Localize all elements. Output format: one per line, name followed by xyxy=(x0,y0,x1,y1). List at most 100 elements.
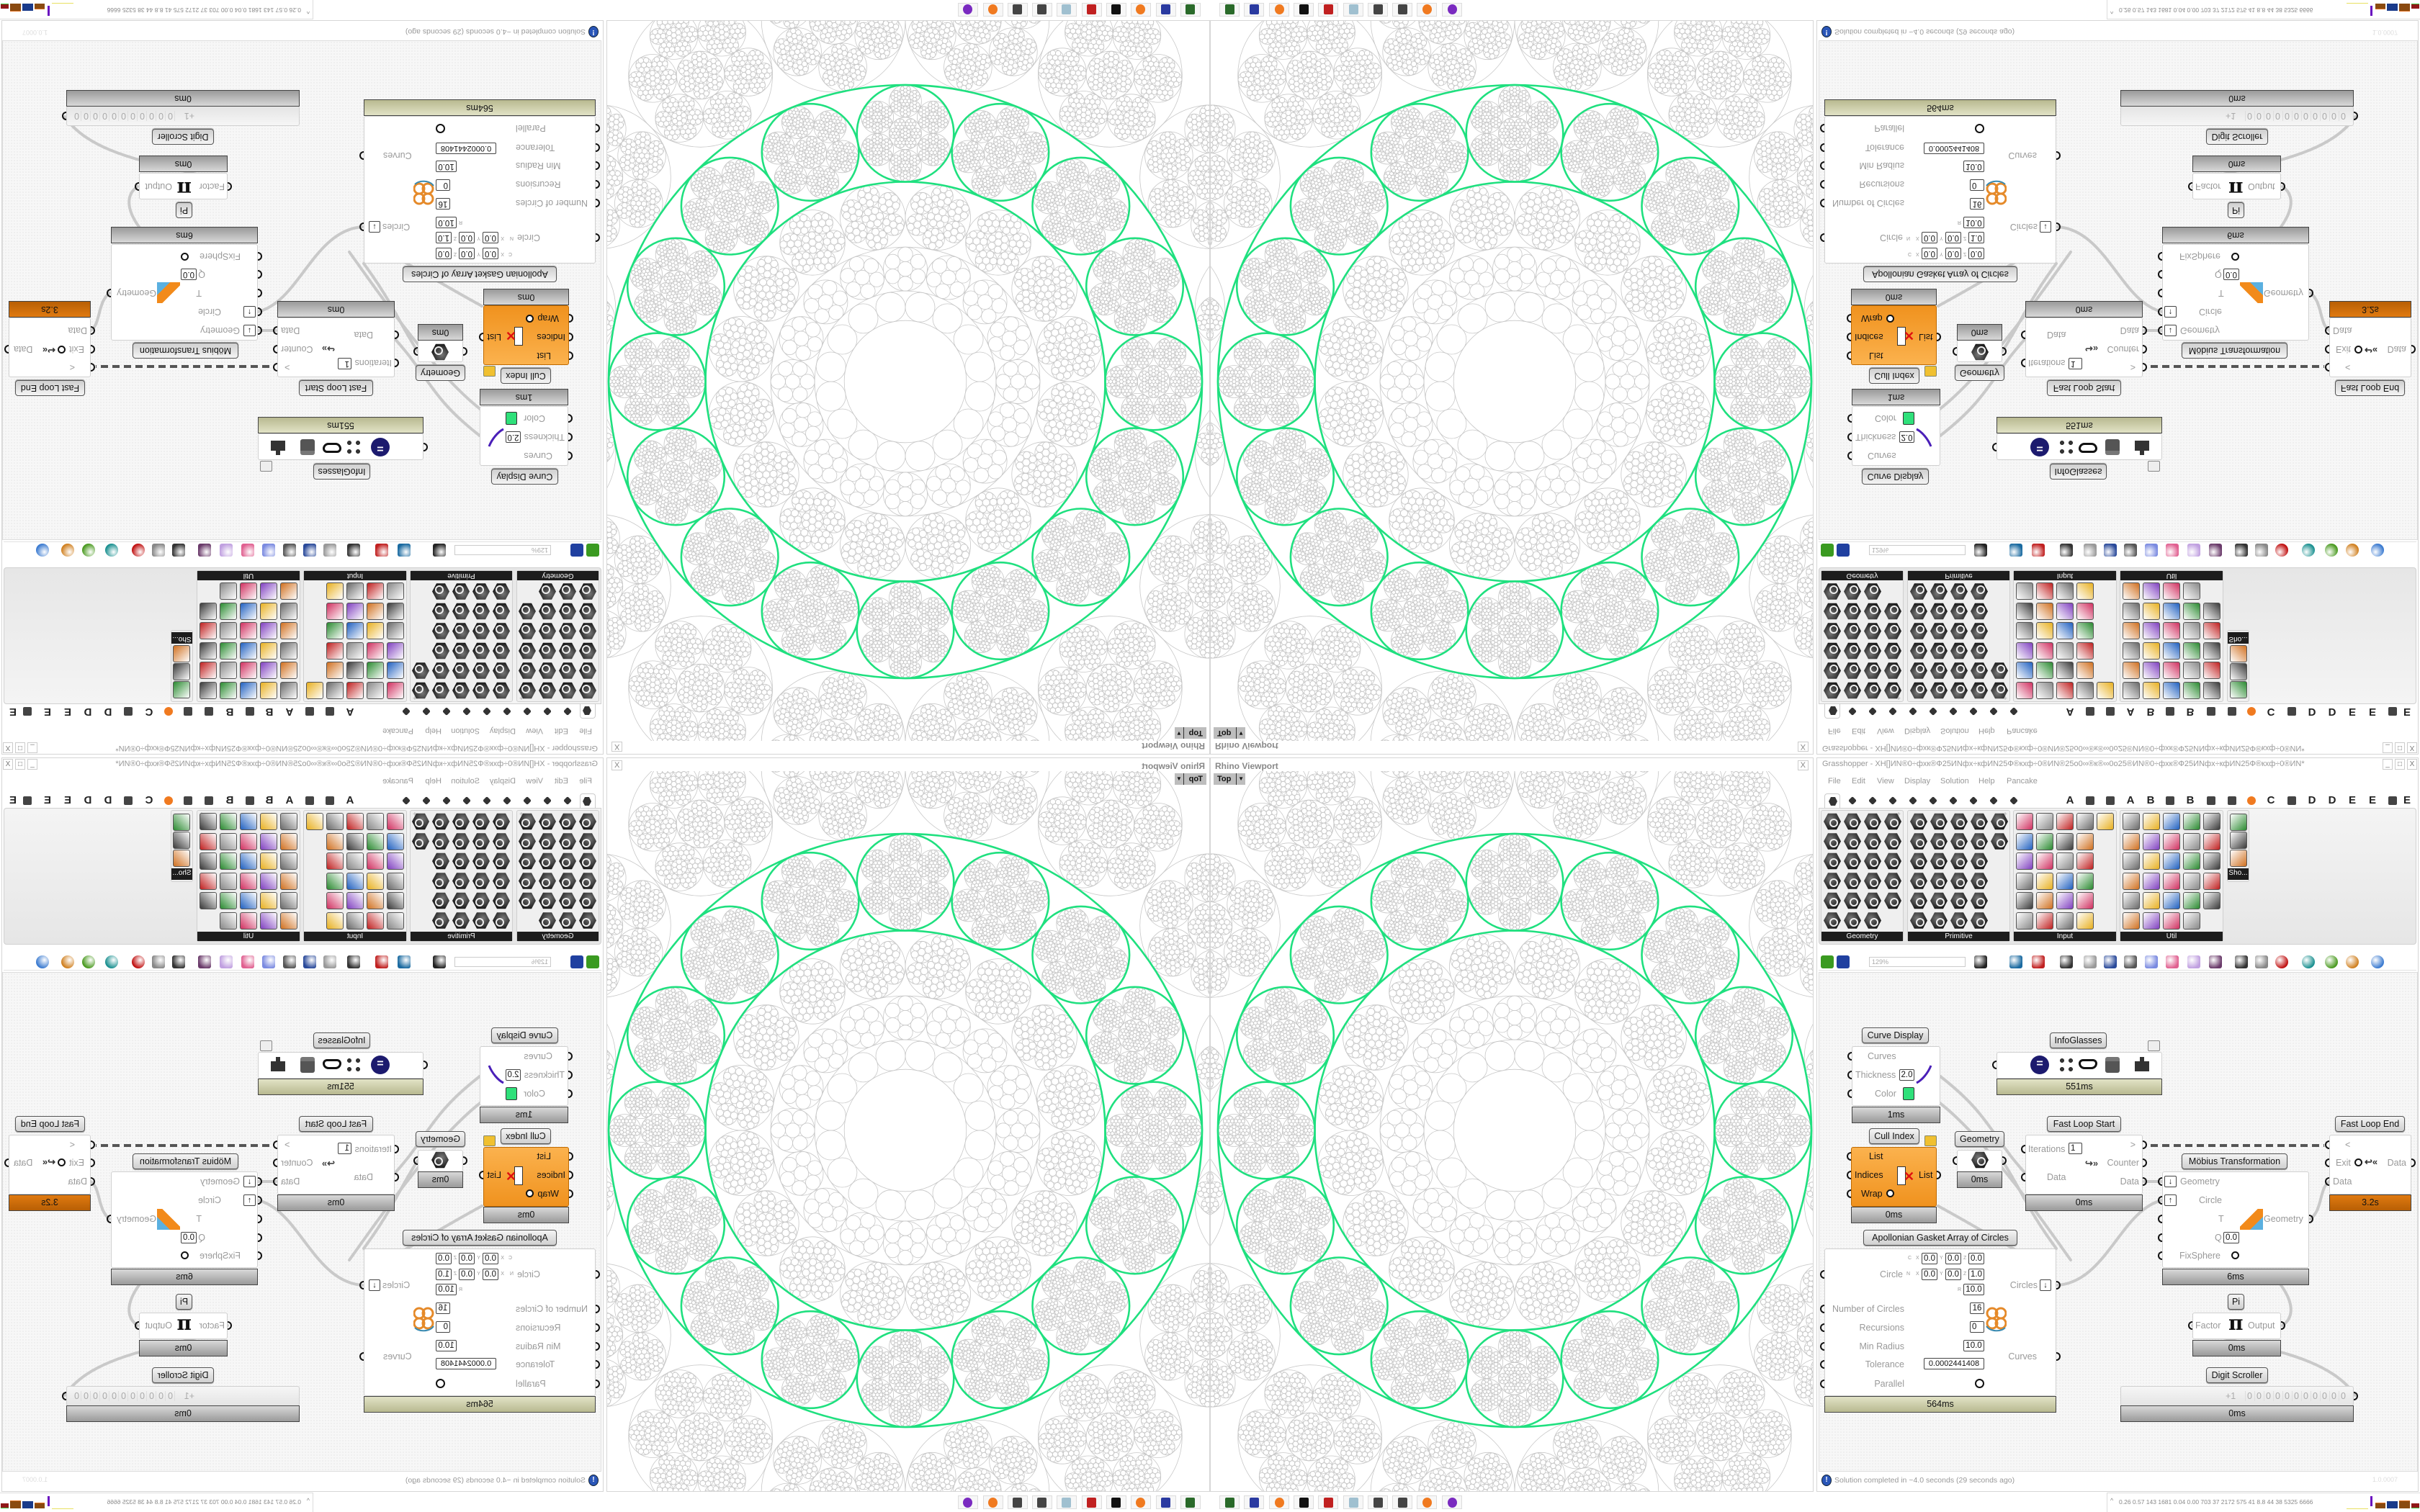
gasket-circle xyxy=(1793,1293,1799,1300)
gasket-circle xyxy=(1698,1407,1705,1413)
gasket-circle xyxy=(1736,1009,1740,1014)
gasket-circle xyxy=(1747,784,1754,791)
gasket-circle xyxy=(1810,1187,1813,1193)
gasket-circle xyxy=(1595,928,1600,933)
gasket-circle xyxy=(1304,858,1310,865)
gasket-circle xyxy=(1763,1014,1767,1019)
gasket-circle xyxy=(1749,1418,1757,1424)
gasket-circle xyxy=(1733,771,1739,778)
gasket-circle xyxy=(1670,922,1675,927)
gasket-circle xyxy=(1340,846,1347,853)
gasket-circle xyxy=(1680,1380,1688,1387)
gasket-circle xyxy=(1512,847,1517,852)
gasket-circle xyxy=(1299,1470,1306,1477)
gasket-circle xyxy=(1708,1445,1714,1452)
gasket-circle xyxy=(1351,804,1358,811)
gasket-circle xyxy=(1312,1475,1318,1482)
gasket-circle xyxy=(1479,782,1486,788)
gasket-circle xyxy=(1321,1421,1328,1428)
gasket-circle xyxy=(1334,1388,1340,1395)
gasket-circle xyxy=(1733,1409,1740,1416)
gasket-circle xyxy=(1443,814,1450,820)
gasket-circle xyxy=(1639,1459,1645,1465)
gasket-circle xyxy=(1367,1452,1373,1458)
gasket-circle xyxy=(1222,868,1229,874)
gasket-circle xyxy=(1731,1441,1737,1447)
gasket-circle xyxy=(1292,1405,1299,1411)
gasket-circle xyxy=(1703,811,1710,819)
gasket-circle xyxy=(1265,1444,1273,1452)
gasket-circle xyxy=(1447,1428,1453,1434)
gasket-circle xyxy=(1617,903,1622,908)
gasket-circle xyxy=(1484,906,1489,912)
gasket-circle xyxy=(1615,888,1620,894)
gasket-circle xyxy=(1512,912,1517,917)
gasket-circle xyxy=(1618,778,1625,785)
gasket-circle xyxy=(1690,1474,1697,1481)
gasket-circle xyxy=(1659,964,1664,969)
gasket-circle xyxy=(1623,782,1629,788)
gasket-circle xyxy=(1685,771,1692,774)
gasket-circle xyxy=(1424,1485,1430,1491)
gasket-circle xyxy=(1582,1483,1589,1490)
gasket-circle xyxy=(1734,1460,1741,1467)
gasket-circle xyxy=(1598,872,1603,876)
gasket-circle xyxy=(1418,802,1425,809)
gasket-circle xyxy=(1661,803,1668,810)
gasket-circle xyxy=(1744,878,1751,885)
viewport-canvas[interactable] xyxy=(1211,771,1813,1491)
gasket-circle xyxy=(1778,1349,1785,1355)
gasket-circle xyxy=(1756,994,1761,998)
gasket-circle xyxy=(1246,1416,1253,1423)
gasket-circle xyxy=(1317,771,1323,775)
gasket-circle xyxy=(1292,1446,1299,1452)
gasket-circle xyxy=(1678,827,1685,834)
gasket-circle xyxy=(1345,1450,1352,1457)
gasket-circle xyxy=(1757,1444,1764,1452)
gasket-circle xyxy=(1594,881,1599,886)
rhino-viewport[interactable]: Rhino Viewport X Top ▼ xyxy=(1210,757,1814,1492)
gasket-circle xyxy=(1716,821,1723,827)
gasket-circle xyxy=(1654,969,1659,974)
gasket-circle xyxy=(1752,771,1758,774)
gasket-circle xyxy=(1494,891,1499,896)
gasket-circle xyxy=(1341,1472,1348,1480)
gasket-circle xyxy=(1232,1319,1238,1326)
gasket-circle xyxy=(1269,1440,1276,1447)
gasket-circle xyxy=(1321,792,1327,798)
gasket-circle xyxy=(1573,778,1579,784)
gasket-circle xyxy=(1521,842,1526,847)
gasket-circle xyxy=(1247,1337,1253,1344)
gasket-circle xyxy=(1512,923,1517,927)
gasket-circle xyxy=(1734,794,1741,801)
gasket-circle xyxy=(1803,1167,1813,1237)
gasket-circle xyxy=(1387,1467,1394,1474)
gasket-circle xyxy=(1759,1472,1765,1479)
gasket-circle xyxy=(1743,1473,1749,1480)
gasket-circle xyxy=(1675,832,1682,839)
gasket-circle xyxy=(1705,788,1712,794)
gasket-circle xyxy=(1335,1459,1341,1465)
gasket-circle xyxy=(1585,1470,1592,1476)
gasket-circle xyxy=(1764,1313,1770,1319)
gasket-circle xyxy=(1628,1475,1634,1481)
gasket-circle xyxy=(1677,855,1683,862)
gasket-circle xyxy=(1760,1365,1767,1372)
gasket-circle xyxy=(1577,874,1582,879)
gasket-circle xyxy=(1333,1416,1382,1464)
gasket-circle xyxy=(1571,1426,1577,1433)
gasket-circle xyxy=(1685,1403,1691,1410)
viewport-close-button[interactable]: X xyxy=(1797,760,1809,770)
gasket-circle xyxy=(1751,860,1757,867)
gasket-circle xyxy=(1553,1478,1559,1485)
gasket-circle xyxy=(1577,865,1582,870)
gasket-circle xyxy=(1412,814,1418,822)
gasket-circle xyxy=(1762,910,1768,917)
gasket-circle xyxy=(1543,896,1549,901)
gasket-circle xyxy=(1674,860,1680,866)
gasket-circle xyxy=(1781,1324,1788,1331)
gasket-circle xyxy=(1811,1318,1813,1324)
gasket-circle xyxy=(1435,818,1443,824)
gasket-circle xyxy=(1802,1288,1809,1295)
gasket-circle xyxy=(1718,922,1723,927)
